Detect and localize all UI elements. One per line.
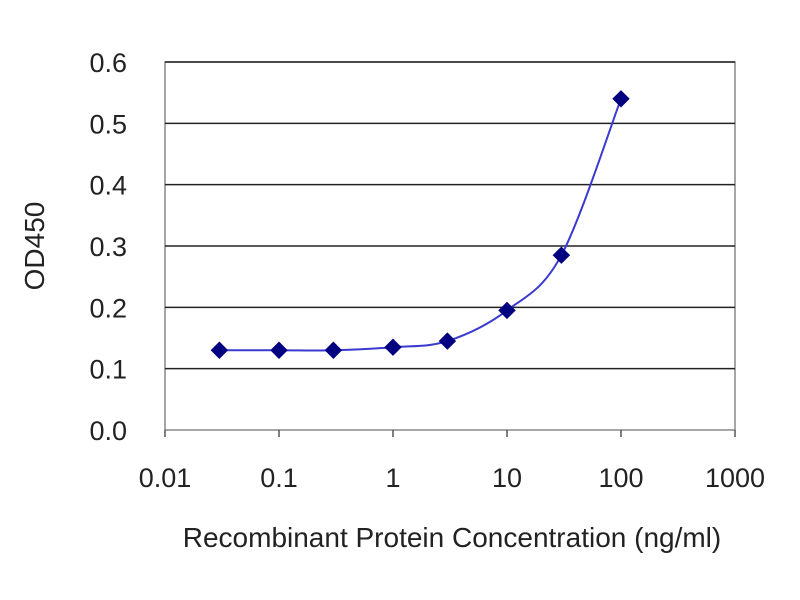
y-tick-label: 0.2 [89,293,127,323]
x-tick-label: 10 [492,463,522,493]
series-group [210,90,630,359]
data-point-marker [270,341,288,359]
data-point-marker [210,341,229,359]
y-tick-labels: 0.0 0.1 0.2 0.3 0.4 0.5 0.6 [89,48,127,446]
y-tick-label: 0.5 [89,109,127,139]
y-tick-label: 0.0 [89,416,127,446]
x-tick-label: 1 [385,463,400,493]
x-tick-label: 100 [598,463,643,493]
x-tick-marks [164,430,736,437]
y-tick-label: 0.4 [89,171,127,201]
plot-area [164,61,736,437]
x-tick-label: 0.01 [139,463,192,493]
y-axis-title: OD450 [19,202,50,291]
data-point-marker [498,301,516,320]
x-tick-labels: 0.01 0.1 1 10 100 1000 [139,463,765,493]
data-point-marker [552,246,571,264]
data-point-marker [324,341,343,359]
x-tick-label: 1000 [705,463,765,493]
x-axis-title: Recombinant Protein Concentration (ng/ml… [183,522,721,553]
gridlines [165,61,735,370]
y-tick-label: 0.1 [89,355,127,385]
x-tick-label: 0.1 [260,463,298,493]
y-tick-label: 0.3 [89,232,127,262]
data-point-marker [384,338,402,356]
data-point-marker [612,90,630,108]
y-tick-label: 0.6 [89,48,127,78]
data-point-marker [438,332,457,350]
